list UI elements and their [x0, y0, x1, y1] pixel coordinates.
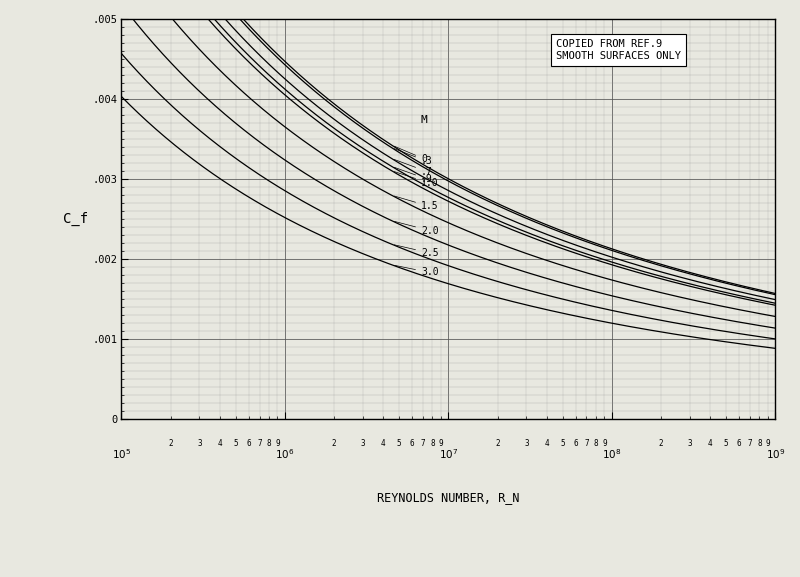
Text: 0: 0: [394, 146, 427, 164]
Text: .7: .7: [394, 159, 433, 177]
Text: 4: 4: [545, 439, 549, 448]
Text: 2.0: 2.0: [394, 222, 438, 235]
Text: 8: 8: [266, 439, 271, 448]
Text: 8: 8: [430, 439, 435, 448]
Text: 4: 4: [708, 439, 713, 448]
Y-axis label: C_f: C_f: [63, 212, 88, 226]
Text: 7: 7: [421, 439, 426, 448]
Text: 6: 6: [410, 439, 414, 448]
Text: 9: 9: [602, 439, 606, 448]
Text: 2: 2: [332, 439, 336, 448]
Text: 1.0: 1.0: [394, 171, 438, 188]
Text: 9: 9: [438, 439, 443, 448]
Text: 9: 9: [766, 439, 770, 448]
Text: 6: 6: [246, 439, 251, 448]
Text: M: M: [421, 115, 428, 125]
Text: 3: 3: [524, 439, 529, 448]
Text: .3: .3: [394, 149, 433, 166]
Text: 2.5: 2.5: [394, 245, 438, 258]
Text: 7: 7: [258, 439, 262, 448]
Text: 2: 2: [495, 439, 500, 448]
Text: 9: 9: [275, 439, 280, 448]
Text: 3: 3: [197, 439, 202, 448]
Text: 6: 6: [737, 439, 742, 448]
Text: 2: 2: [168, 439, 173, 448]
Text: 4: 4: [381, 439, 386, 448]
Text: 5: 5: [234, 439, 238, 448]
Text: 3: 3: [361, 439, 365, 448]
Text: 2: 2: [658, 439, 663, 448]
Text: 6: 6: [574, 439, 578, 448]
Text: 5: 5: [560, 439, 565, 448]
Text: 3: 3: [687, 439, 692, 448]
Text: 8: 8: [594, 439, 598, 448]
Text: 5: 5: [397, 439, 402, 448]
X-axis label: REYNOLDS NUMBER, R_N: REYNOLDS NUMBER, R_N: [377, 491, 519, 504]
Text: COPIED FROM REF.9
SMOOTH SURFACES ONLY: COPIED FROM REF.9 SMOOTH SURFACES ONLY: [556, 39, 682, 61]
Text: 7: 7: [584, 439, 589, 448]
Text: 1.5: 1.5: [394, 196, 438, 211]
Text: 3.0: 3.0: [394, 265, 438, 278]
Text: 7: 7: [748, 439, 752, 448]
Text: 4: 4: [218, 439, 222, 448]
Text: .9: .9: [394, 167, 433, 184]
Text: 8: 8: [757, 439, 762, 448]
Text: 5: 5: [724, 439, 728, 448]
